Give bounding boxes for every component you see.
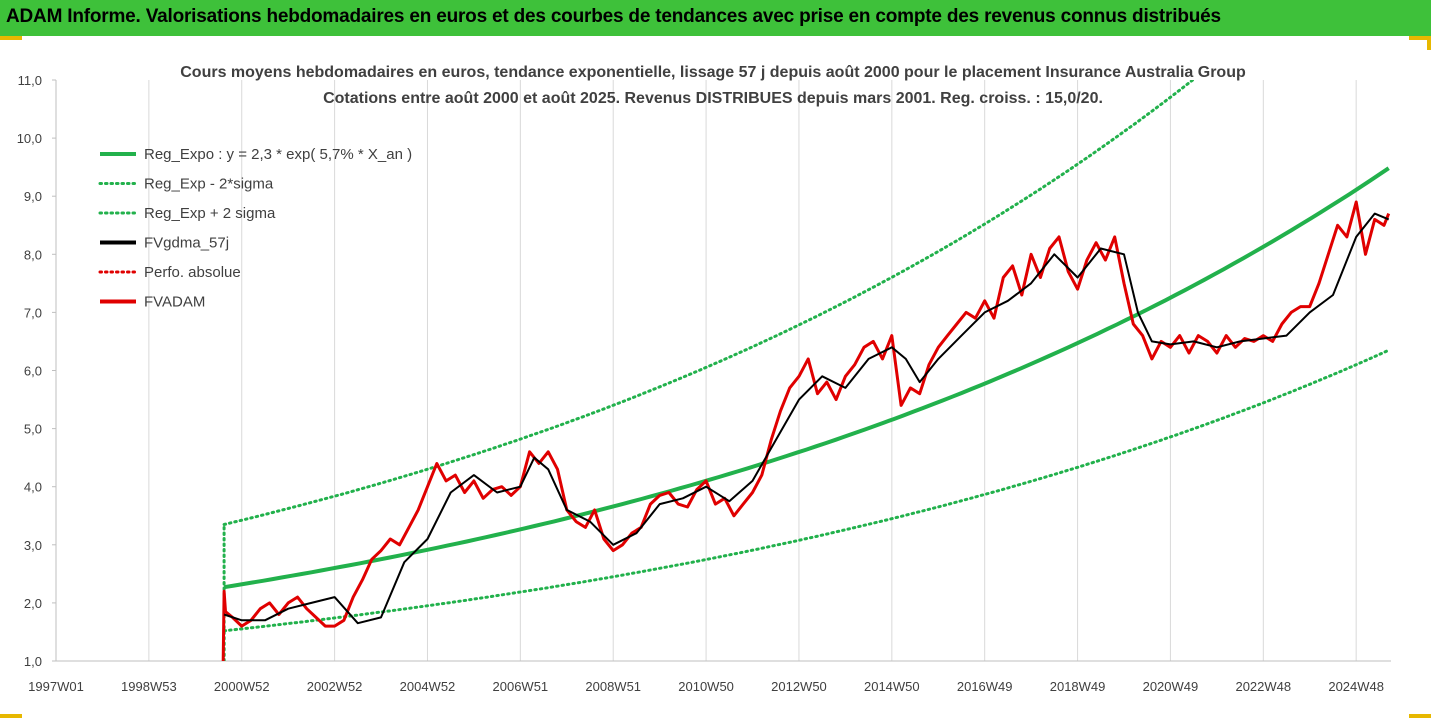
x-tick-label: 2024W48 xyxy=(1328,679,1384,694)
legend-label: FVADAM xyxy=(144,294,205,311)
y-tick-label: 10,0 xyxy=(17,131,42,146)
header-banner: ADAM Informe. Valorisations hebdomadaire… xyxy=(0,0,1431,36)
x-tick-label: 2000W52 xyxy=(214,679,270,694)
series-line xyxy=(223,166,1390,590)
x-tick-label: 1997W01 xyxy=(28,679,84,694)
grid xyxy=(55,80,1357,661)
x-tick-label: 1998W53 xyxy=(121,679,177,694)
y-tick-label: 6,0 xyxy=(24,364,42,379)
chart-title-line2: Cotations entre août 2000 et août 2025. … xyxy=(323,90,1103,107)
x-tick-label: 2016W49 xyxy=(957,679,1013,694)
series-line xyxy=(222,80,1196,526)
y-tick-label: 2,0 xyxy=(24,596,42,611)
corner-decoration-left xyxy=(0,36,22,40)
x-tick-label: 2006W51 xyxy=(493,679,549,694)
axes: 1997W01 1998W53 2000W52 2002W52 2004W52 2006W… xyxy=(17,73,1391,694)
corner-decoration-right xyxy=(1409,36,1431,40)
x-tick-label: 2008W51 xyxy=(585,679,641,694)
y-tick-label: 1,0 xyxy=(24,654,42,669)
legend-label: FVgdma_57j xyxy=(144,235,229,252)
chart-title-line1: Cours moyens hebdomadaires en euros, ten… xyxy=(180,64,1246,81)
series-layer xyxy=(221,80,1391,661)
corner-decoration-bottom-right xyxy=(1409,714,1431,718)
series-line xyxy=(222,348,1391,633)
y-tick-label: 9,0 xyxy=(24,189,42,204)
series-line xyxy=(223,212,1390,625)
x-tick-label: 2020W49 xyxy=(1143,679,1199,694)
x-tick-label: 2002W52 xyxy=(307,679,363,694)
y-tick-label: 11,0 xyxy=(18,73,42,88)
y-tick-label: 3,0 xyxy=(24,538,42,553)
y-tick-label: 5,0 xyxy=(24,422,42,437)
x-tick-label: 2014W50 xyxy=(864,679,920,694)
corner-decoration-bottom-left xyxy=(0,714,22,718)
y-tick-label: 7,0 xyxy=(24,305,42,320)
y-tick-label: 4,0 xyxy=(24,480,42,495)
x-tick-label: 2010W50 xyxy=(678,679,734,694)
legend: Reg_Expo : y = 2,3 * exp( 5,7% * X_an ) R… xyxy=(98,146,412,311)
header-title: ADAM Informe. Valorisations hebdomadaire… xyxy=(6,6,1221,27)
y-tick-label: 8,0 xyxy=(24,247,42,262)
x-tick-label: 2018W49 xyxy=(1050,679,1106,694)
x-tick-label: 2022W48 xyxy=(1235,679,1291,694)
series-line xyxy=(221,200,1391,661)
x-tick-label: 2012W50 xyxy=(771,679,827,694)
legend-label: Perfo. absolue xyxy=(144,264,241,281)
corner-decoration-right-v xyxy=(1427,36,1431,50)
legend-label: Reg_Exp + 2 sigma xyxy=(144,205,276,222)
legend-label: Reg_Exp - 2*sigma xyxy=(144,176,274,193)
x-tick-label: 2004W52 xyxy=(400,679,456,694)
legend-label: Reg_Expo : y = 2,3 * exp( 5,7% * X_an ) xyxy=(144,146,412,163)
